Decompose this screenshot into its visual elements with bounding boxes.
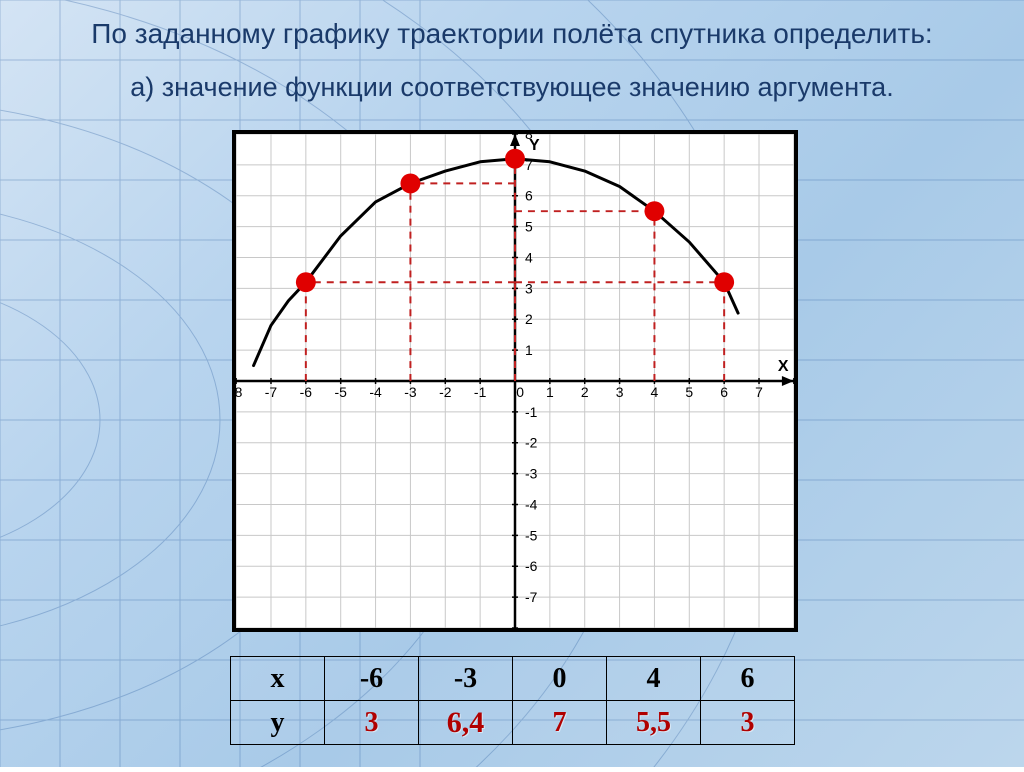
svg-text:-4: -4 bbox=[525, 496, 538, 512]
table-cell: 5,5 bbox=[607, 701, 701, 745]
svg-text:-2: -2 bbox=[525, 435, 538, 451]
table-cell: 0 bbox=[513, 657, 607, 701]
table-cell: -6 bbox=[325, 657, 419, 701]
svg-text:-6: -6 bbox=[300, 384, 313, 400]
svg-text:-1: -1 bbox=[474, 384, 487, 400]
page-title: По заданному графику траектории полёта с… bbox=[0, 18, 1024, 50]
svg-text:4: 4 bbox=[651, 384, 659, 400]
svg-text:1: 1 bbox=[546, 384, 554, 400]
svg-text:-7: -7 bbox=[265, 384, 278, 400]
svg-text:-3: -3 bbox=[404, 384, 417, 400]
table-cell: 6 bbox=[701, 657, 795, 701]
svg-text:-5: -5 bbox=[335, 384, 348, 400]
table-cell: 3 bbox=[325, 701, 419, 745]
svg-text:0: 0 bbox=[516, 384, 524, 400]
svg-text:6: 6 bbox=[525, 188, 533, 204]
table-cell: -3 bbox=[419, 657, 513, 701]
svg-text:-3: -3 bbox=[525, 466, 538, 482]
page-subtitle: а) значение функции соответствующее знач… bbox=[0, 72, 1024, 103]
table-header-y: y bbox=[231, 701, 325, 745]
svg-text:3: 3 bbox=[616, 384, 624, 400]
svg-text:-2: -2 bbox=[439, 384, 452, 400]
table-header-x: x bbox=[231, 657, 325, 701]
svg-text:-6: -6 bbox=[525, 558, 538, 574]
table-cell: 3 bbox=[701, 701, 795, 745]
svg-text:-8: -8 bbox=[236, 384, 243, 400]
svg-text:Y: Y bbox=[529, 137, 540, 154]
svg-text:2: 2 bbox=[581, 384, 589, 400]
svg-text:2: 2 bbox=[525, 311, 533, 327]
svg-text:-5: -5 bbox=[525, 527, 538, 543]
svg-text:-7: -7 bbox=[525, 589, 538, 605]
trajectory-chart: -8-7-6-5-4-3-2-101234567-7-6-5-4-3-2-112… bbox=[232, 130, 798, 632]
svg-text:6: 6 bbox=[720, 384, 728, 400]
values-table: x -6 -3 0 4 6 y 3 6,4 7 5,5 3 bbox=[230, 656, 795, 745]
svg-text:-4: -4 bbox=[369, 384, 382, 400]
svg-text:5: 5 bbox=[685, 384, 693, 400]
svg-text:5: 5 bbox=[525, 219, 533, 235]
svg-text:X: X bbox=[778, 358, 789, 375]
table-cell: 6,4 bbox=[419, 701, 513, 745]
table-cell: 4 bbox=[607, 657, 701, 701]
svg-text:1: 1 bbox=[525, 342, 533, 358]
table-cell: 7 bbox=[513, 701, 607, 745]
svg-text:-1: -1 bbox=[525, 404, 538, 420]
svg-text:4: 4 bbox=[525, 249, 533, 265]
svg-text:7: 7 bbox=[755, 384, 763, 400]
